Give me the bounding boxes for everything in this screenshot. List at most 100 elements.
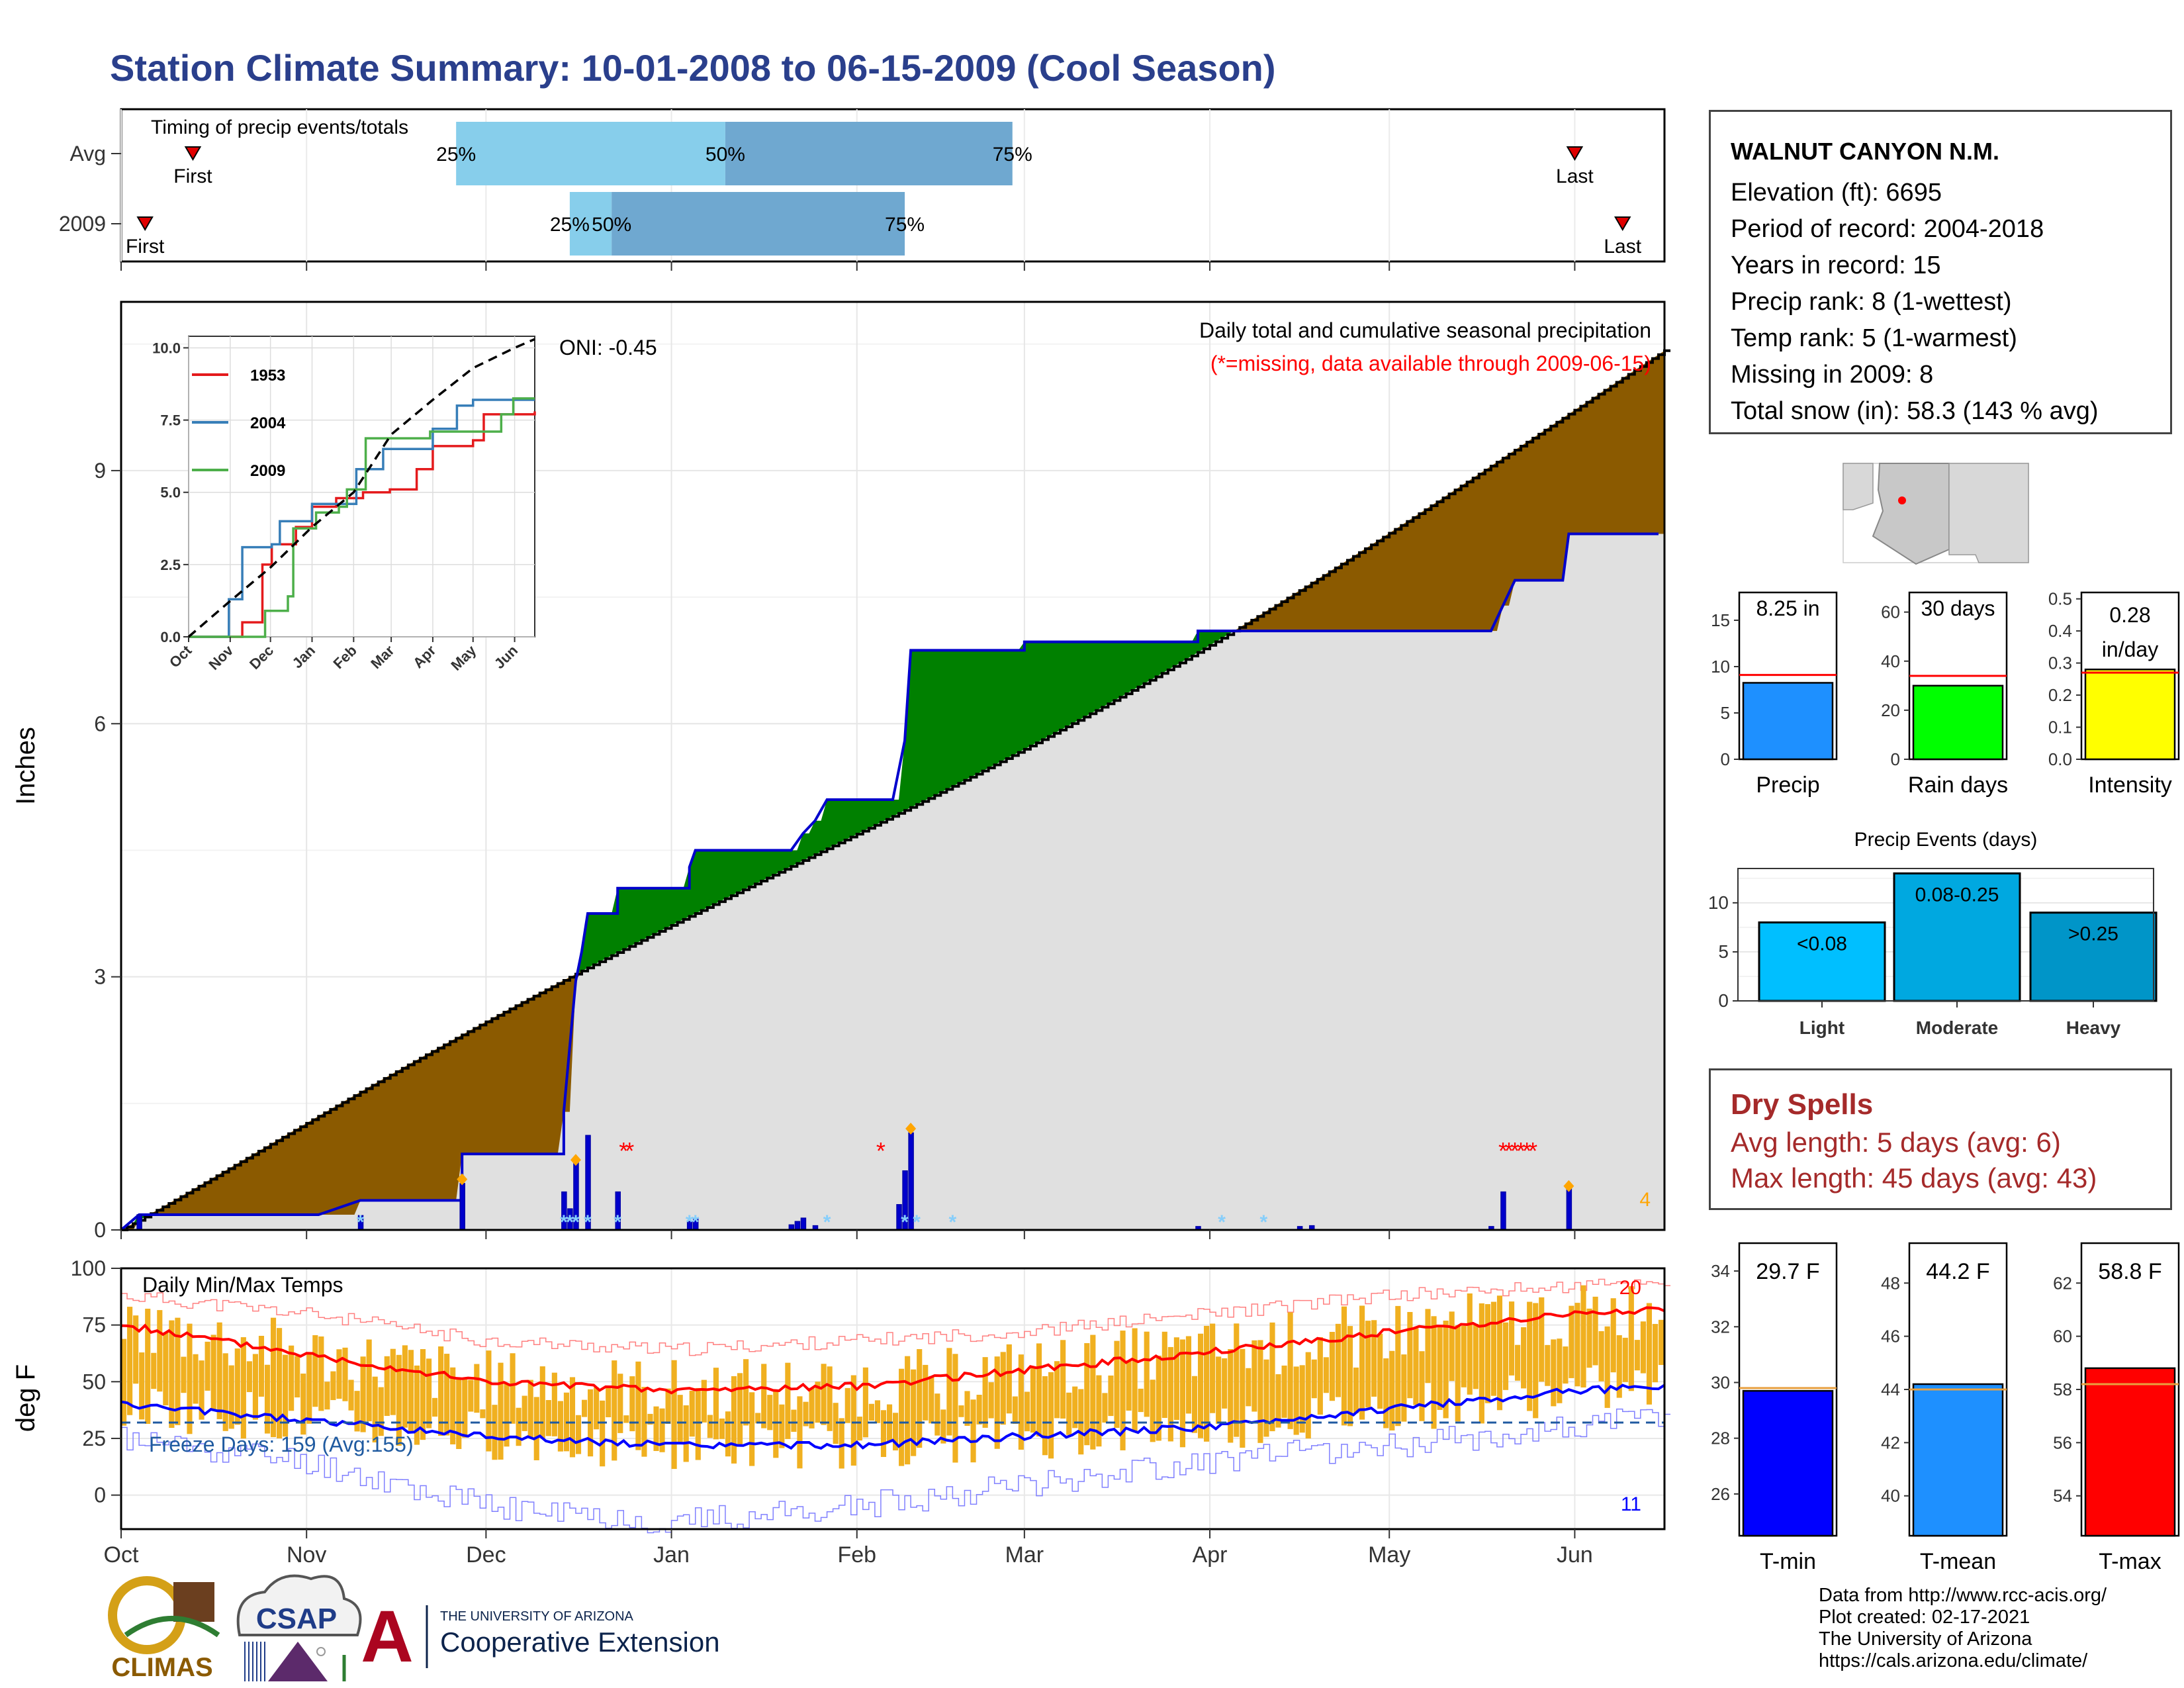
temps-x-tick-label: Apr <box>1193 1542 1228 1568</box>
temps-daily-bar <box>157 1310 163 1392</box>
temps-daily-bar <box>444 1354 450 1436</box>
temps-daily-bar <box>1527 1301 1533 1411</box>
temps-daily-bar <box>1167 1346 1173 1442</box>
timing-marker-label: First <box>126 236 165 258</box>
events-bar-label: 0.08-0.25 <box>1915 884 1999 906</box>
stat-panel-y-tick-label: 26 <box>1711 1484 1730 1504</box>
precip-trace-marker: * <box>913 1211 921 1233</box>
stat-panel-y-tick-label: 46 <box>1881 1327 1900 1346</box>
precip-y-tick-label: 0 <box>94 1218 106 1242</box>
temps-daily-bar <box>1389 1350 1395 1430</box>
temps-daily-bar <box>1240 1348 1246 1448</box>
temps-daily-bar <box>958 1405 964 1417</box>
climas-logo-text: CLIMAS <box>111 1653 212 1682</box>
temps-daily-bar <box>240 1337 246 1439</box>
temps-daily-bar <box>1455 1325 1461 1422</box>
temps-daily-bar <box>880 1410 887 1457</box>
temps-daily-bar <box>1204 1325 1210 1442</box>
temps-daily-bar <box>1592 1296 1598 1366</box>
temps-daily-bar <box>408 1350 414 1433</box>
temps-daily-bar <box>1610 1298 1616 1373</box>
precip-y-axis-label: Inches <box>11 727 40 805</box>
temps-daily-bar <box>1640 1321 1646 1374</box>
events-y-tick-label: 0 <box>1718 990 1729 1011</box>
temps-daily-bar <box>707 1415 713 1438</box>
temps-daily-bar <box>210 1335 216 1411</box>
temps-daily-bar <box>1216 1356 1222 1424</box>
stat-panel-y-tick-label: 0.2 <box>2048 685 2072 705</box>
station-years: Years in record: 15 <box>1731 252 1941 279</box>
station-location-marker <box>1898 496 1906 504</box>
temps-daily-bar <box>731 1376 737 1464</box>
temps-daily-bar <box>833 1403 839 1444</box>
station-period: Period of record: 2004-2018 <box>1731 215 2044 243</box>
temps-daily-bar <box>1120 1331 1126 1450</box>
inset-y-tick-label: 10.0 <box>152 340 181 356</box>
temps-daily-bar <box>964 1391 970 1426</box>
location-map <box>1843 463 2029 565</box>
temps-daily-bar <box>1257 1340 1263 1443</box>
timing-marker-icon <box>1566 146 1584 161</box>
temps-daily-bar <box>1347 1326 1353 1427</box>
inset-y-tick-label: 7.5 <box>160 412 181 429</box>
temps-daily-bar <box>1000 1352 1006 1425</box>
temps-daily-bar <box>354 1391 360 1432</box>
timing-marker-label: Last <box>1556 165 1594 187</box>
precip-daily-bar <box>1500 1191 1506 1231</box>
temps-daily-bar <box>1545 1344 1551 1386</box>
temps-daily-bar <box>695 1387 701 1460</box>
temps-y-tick-label: 100 <box>71 1256 106 1280</box>
stat-panel-label: Rain days <box>1908 773 2008 798</box>
timing-q75-label: 75% <box>885 214 925 236</box>
page-title: Station Climate Summary: 10-01-2008 to 0… <box>110 47 1276 89</box>
temps-daily-bar <box>175 1317 181 1425</box>
temps-daily-bar <box>862 1367 868 1438</box>
dry-spells-box: Dry Spells Avg length: 5 days (avg: 6) M… <box>1709 1068 2172 1210</box>
temps-daily-bar <box>133 1315 139 1384</box>
stat-panel-bar <box>1912 1383 2004 1537</box>
stat-panel-y-tick-label: 44 <box>1881 1380 1900 1399</box>
timing-q25-label: 25% <box>436 144 476 165</box>
temps-daily-bar <box>169 1320 175 1429</box>
timing-title: Timing of precip events/totals <box>151 117 408 138</box>
temps-daily-bar <box>1275 1374 1281 1428</box>
temps-daily-bar <box>1185 1336 1192 1414</box>
temps-daily-bar <box>1473 1323 1479 1389</box>
stat-panel-y-tick-label: 0.0 <box>2048 749 2072 769</box>
inset-y-tick-label: 5.0 <box>160 485 181 501</box>
temps-daily-bar <box>1251 1340 1257 1412</box>
climas-logo-icon <box>124 1616 220 1638</box>
temps-daily-bar <box>283 1354 289 1437</box>
temps-daily-bar <box>1246 1368 1251 1407</box>
timing-marker-icon <box>136 216 154 231</box>
temps-daily-bar <box>1377 1333 1383 1409</box>
precip-avg-cumulative-line <box>121 349 1671 1231</box>
temps-daily-bar <box>330 1371 336 1401</box>
temps-daily-bar <box>911 1369 917 1456</box>
stat-panel-y-tick-label: 62 <box>2053 1273 2072 1293</box>
temps-daily-bar <box>1150 1380 1156 1442</box>
timing-q25-q50-bar <box>456 122 725 185</box>
dry-spells-title: Dry Spells <box>1731 1088 1874 1121</box>
temps-daily-bar <box>1461 1325 1467 1387</box>
temps-daily-bar <box>264 1364 271 1434</box>
temps-daily-bar <box>533 1397 539 1460</box>
timing-marker-icon <box>184 146 202 161</box>
events-panel: <0.08 Light 0.08-0.25 Moderate >0.25 Heavy 0 5 1… <box>1708 829 2158 1038</box>
temps-daily-bar <box>1586 1308 1592 1368</box>
precip-snow-marker <box>905 1123 917 1135</box>
events-y-tick-label: 5 <box>1718 941 1729 962</box>
precip-daily-bar <box>800 1217 807 1231</box>
precip-missing-marker: * <box>1516 1137 1525 1164</box>
temps-daily-bar <box>438 1346 444 1436</box>
stat-panel-bar <box>2084 1367 2176 1537</box>
temps-daily-bar <box>1413 1328 1419 1405</box>
temps-daily-bar <box>1066 1392 1072 1435</box>
temps-daily-bar <box>1024 1391 1030 1432</box>
temps-daily-bar <box>1299 1365 1305 1433</box>
csap-logo-icon <box>236 1574 362 1636</box>
station-missing: Missing in 2009: 8 <box>1731 361 1934 389</box>
inset-legend-label: 1953 <box>250 367 285 385</box>
precip-snow-marker <box>1563 1180 1574 1192</box>
